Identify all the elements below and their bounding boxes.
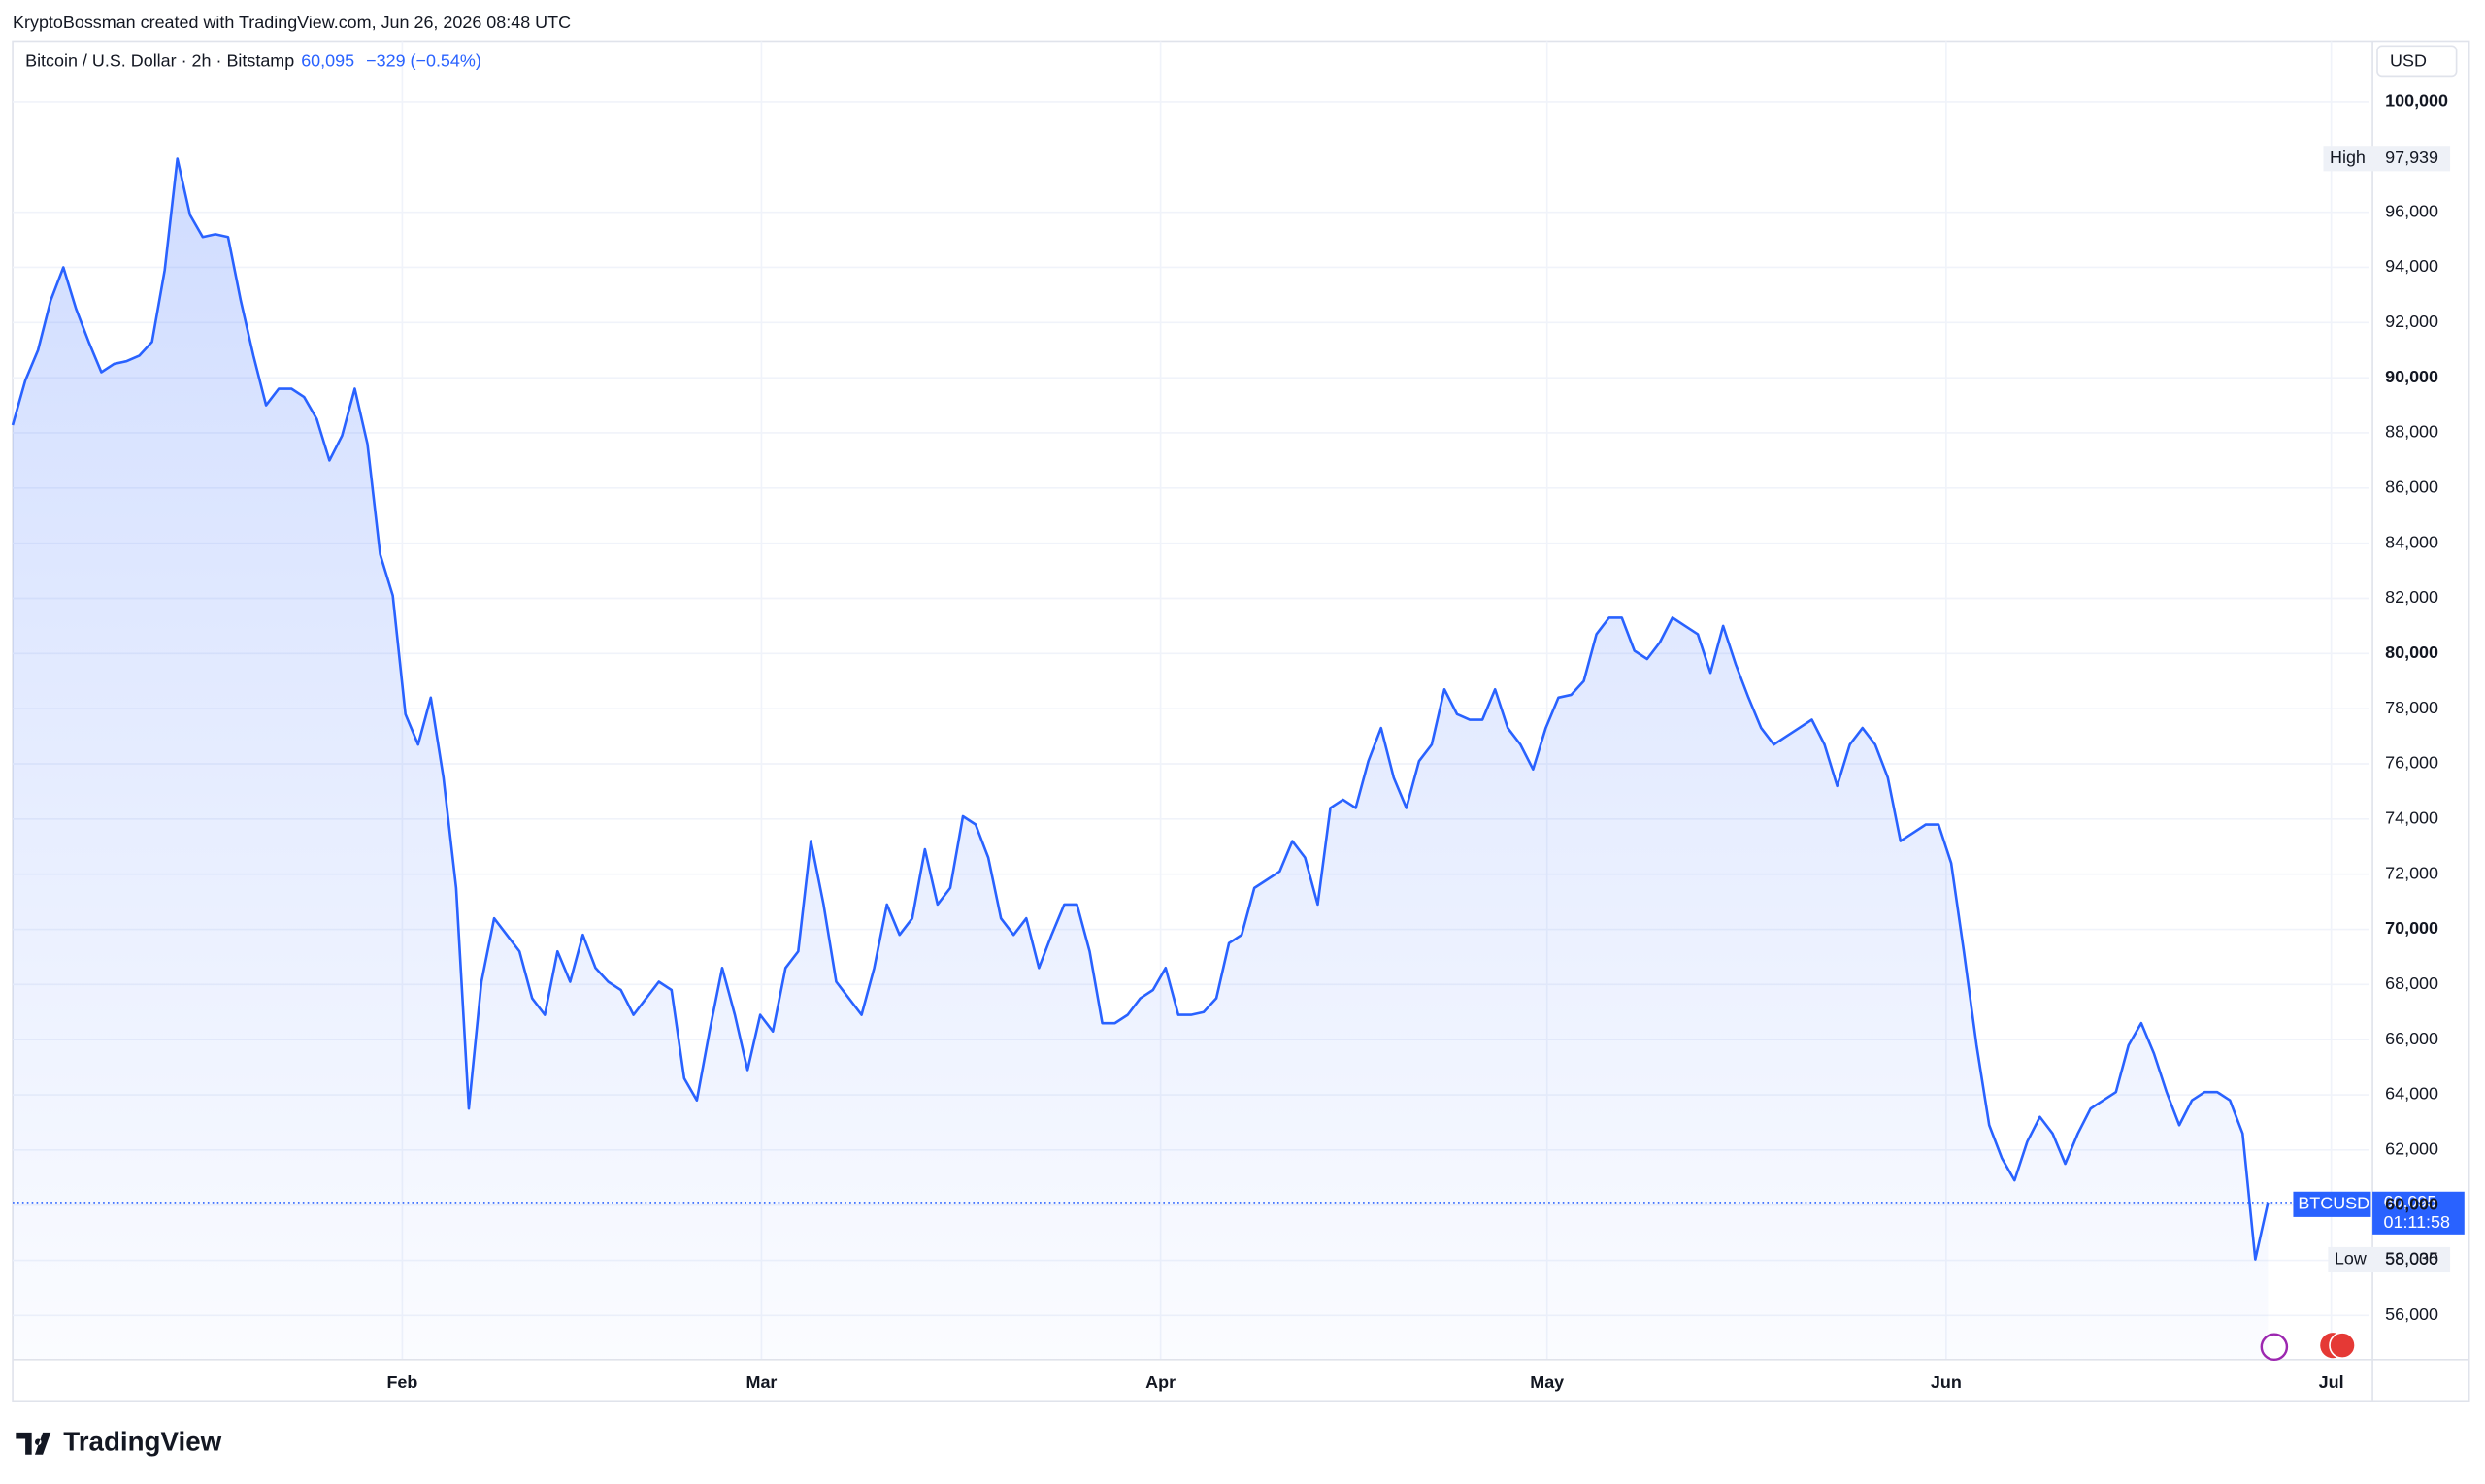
x-tick-label: May bbox=[1530, 1372, 1564, 1392]
y-tick-label: 90,000 bbox=[2385, 367, 2438, 386]
area bbox=[13, 158, 2269, 1360]
y-tick-label: 70,000 bbox=[2385, 918, 2438, 938]
high-label: High bbox=[2330, 148, 2366, 167]
currency-box[interactable] bbox=[2376, 45, 2458, 78]
logo-mark[interactable] bbox=[16, 1432, 51, 1455]
y-tick-label: 66,000 bbox=[2385, 1029, 2438, 1048]
y-tick-label: 58,000 bbox=[2385, 1249, 2438, 1269]
y-tick-label: 62,000 bbox=[2385, 1139, 2438, 1159]
currency[interactable]: USD bbox=[2390, 50, 2427, 70]
y-tick-label: 74,000 bbox=[2385, 808, 2438, 828]
low-value: 58,035 bbox=[2385, 1249, 2438, 1269]
low-label: Low bbox=[2335, 1249, 2367, 1269]
y-tick-label: 80,000 bbox=[2385, 643, 2438, 662]
low-box bbox=[2328, 1246, 2451, 1273]
credit: KryptoBossman created with TradingView.c… bbox=[13, 13, 571, 32]
y-tick-label: 86,000 bbox=[2385, 478, 2438, 497]
y-tick-label: 68,000 bbox=[2385, 973, 2438, 993]
high-value: 97,939 bbox=[2385, 148, 2438, 167]
y-tick-label: 78,000 bbox=[2385, 698, 2438, 717]
y-tick-label: 88,000 bbox=[2385, 422, 2438, 442]
flag-icon[interactable] bbox=[2329, 1332, 2356, 1360]
price-box-value: 60,095 bbox=[2384, 1192, 2437, 1211]
chart-title: Bitcoin / U.S. Dollar · 2h · Bitstamp bbox=[25, 50, 294, 70]
x-tick-label: Apr bbox=[1145, 1372, 1176, 1392]
x-tick-label: Jul bbox=[2319, 1372, 2344, 1392]
x-tick-label: Feb bbox=[386, 1372, 417, 1392]
price-change: −329 (−0.54%) bbox=[366, 50, 481, 70]
symbol: BTCUSD bbox=[2298, 1194, 2369, 1213]
x-tick-label: Mar bbox=[746, 1372, 778, 1392]
y-tick-label: 56,000 bbox=[2385, 1304, 2438, 1324]
icon[interactable] bbox=[2260, 1333, 2289, 1362]
y-tick-label: 82,000 bbox=[2385, 587, 2438, 607]
symbol-box bbox=[2293, 1191, 2371, 1217]
icons[interactable] bbox=[2260, 1332, 2356, 1362]
y-tick-label: 94,000 bbox=[2385, 256, 2438, 276]
x-tick-label: Jun bbox=[1931, 1372, 1962, 1392]
y-tick-label: 92,000 bbox=[2385, 312, 2438, 331]
high-box bbox=[2323, 146, 2451, 172]
y-tick-label: 84,000 bbox=[2385, 532, 2438, 551]
price-line bbox=[11, 157, 2270, 1261]
last-price: 60,095 bbox=[301, 50, 354, 70]
countdown: 01:11:58 bbox=[2384, 1212, 2451, 1232]
y-tick-label: 60,000 bbox=[2385, 1194, 2438, 1213]
y-tick-label: 76,000 bbox=[2385, 753, 2438, 773]
y-tick-label: 96,000 bbox=[2385, 201, 2438, 220]
y-tick-label: 72,000 bbox=[2385, 863, 2438, 882]
y-tick-label: 64,000 bbox=[2385, 1084, 2438, 1104]
brand[interactable]: TradingView bbox=[63, 1427, 221, 1457]
price-box bbox=[2372, 1191, 2465, 1235]
logo[interactable]: TradingView bbox=[16, 1427, 222, 1457]
y-tick-label: 100,000 bbox=[2385, 91, 2448, 111]
